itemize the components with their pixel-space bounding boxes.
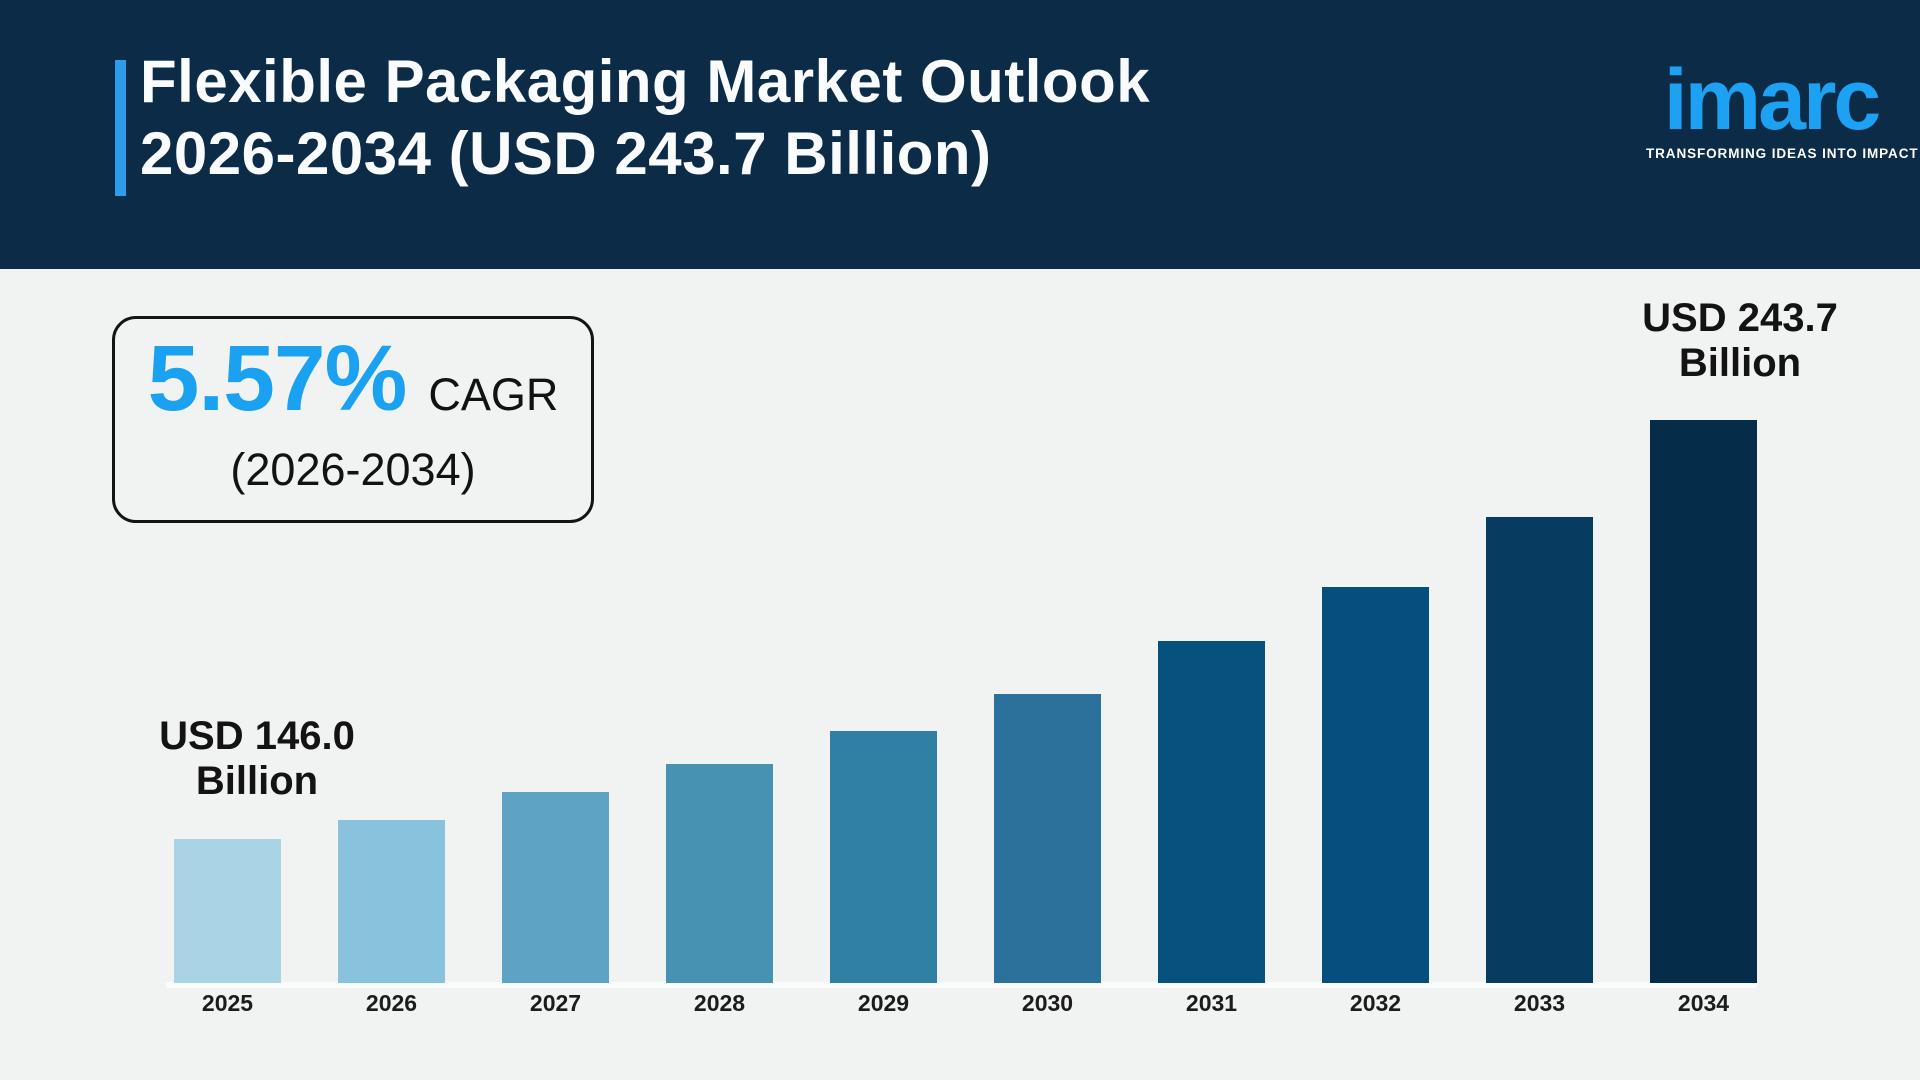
bar-2028: 2028 <box>666 764 773 1016</box>
year-label-2028: 2028 <box>693 990 746 1016</box>
cagr-period: (2026-2034) <box>230 444 476 495</box>
end-value-line1: USD 243.7 <box>1642 296 1838 340</box>
imarc-logo-wordmark: imarc <box>1663 52 1882 148</box>
bar-2029: 2029 <box>830 731 937 1016</box>
bar-2034: 2034 <box>1650 420 1757 1016</box>
cagr-badge: 5.57% CAGR (2026-2034) <box>112 316 594 523</box>
year-label-2029: 2029 <box>857 990 910 1016</box>
year-label-2032: 2032 <box>1349 990 1402 1016</box>
header-banner: Flexible Packaging Market Outlook 2026-2… <box>0 0 1920 269</box>
year-label-2030: 2030 <box>1021 990 1074 1016</box>
end-value-label: USD 243.7 Billion <box>1575 296 1905 386</box>
page-title-line2: 2026-2034 (USD 243.7 Billion) <box>140 120 992 187</box>
bar-2032: 2032 <box>1322 587 1429 1016</box>
bar-chart: 2025 2026 2027 2028 2029 2030 2031 2032 2033 2034 <box>174 420 1757 1016</box>
bar-2030: 2030 <box>994 694 1101 1016</box>
year-label-2033: 2033 <box>1513 990 1566 1016</box>
year-label-2034: 2034 <box>1677 990 1730 1016</box>
year-label-2025: 2025 <box>201 990 254 1016</box>
year-label-2027: 2027 <box>529 990 582 1016</box>
bar-2027: 2027 <box>502 792 609 1016</box>
title-accent-bar <box>115 60 126 196</box>
year-label-2026: 2026 <box>365 990 418 1016</box>
bar-2025: 2025 <box>174 839 281 1016</box>
imarc-logo-tagline: TRANSFORMING IDEAS INTO IMPACT <box>1646 146 1919 161</box>
start-value-line1: USD 146.0 <box>159 714 355 758</box>
end-value-line2: Billion <box>1678 341 1802 385</box>
cagr-row: 5.57% CAGR <box>115 325 591 432</box>
bar-2031: 2031 <box>1158 641 1265 1016</box>
year-label-2031: 2031 <box>1185 990 1238 1016</box>
cagr-value: 5.57% <box>147 326 408 430</box>
bar-2033: 2033 <box>1486 517 1593 1016</box>
page-title-line1: Flexible Packaging Market Outlook <box>140 48 1151 115</box>
imarc-logo: imarc TRANSFORMING IDEAS INTO IMPACT <box>1646 52 1919 161</box>
page-title: Flexible Packaging Market Outlook 2026-2… <box>140 46 1150 190</box>
cagr-label: CAGR <box>428 369 559 420</box>
start-value-line2: Billion <box>195 759 319 803</box>
x-axis-baseline <box>166 982 1757 988</box>
bar-2026: 2026 <box>338 820 445 1016</box>
start-value-label: USD 146.0 Billion <box>92 714 422 804</box>
